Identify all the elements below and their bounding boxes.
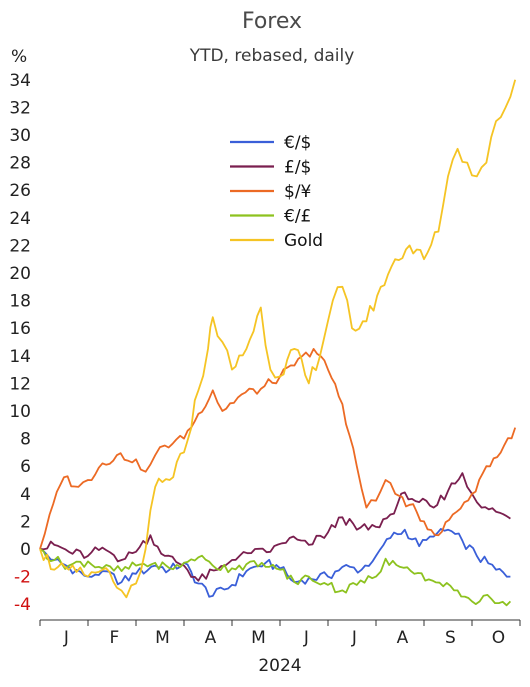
y-tick-label: 2 <box>20 512 31 532</box>
series-line <box>39 472 511 582</box>
y-tick-label: 0 <box>20 540 31 560</box>
y-tick-label: 32 <box>9 98 31 118</box>
x-tick-label: A <box>205 628 217 648</box>
legend-label: €/£ <box>284 207 311 227</box>
y-tick-label: -2 <box>14 568 31 588</box>
y-tick-label: 10 <box>9 402 31 422</box>
y-tick-label: 6 <box>20 457 31 477</box>
y-tick-label: 22 <box>9 236 31 256</box>
x-tick-label: J <box>303 628 309 648</box>
series-line <box>39 528 511 598</box>
y-tick-label: 4 <box>20 485 31 505</box>
x-axis-title: 2024 <box>258 656 301 676</box>
legend-label: Gold <box>284 231 323 251</box>
y-tick-label: 24 <box>9 209 31 229</box>
y-tick-label: 8 <box>20 430 31 450</box>
series-line <box>39 347 517 550</box>
x-tick-label: O <box>492 628 505 648</box>
x-tick-label: J <box>351 628 357 648</box>
series-line <box>39 79 517 599</box>
y-tick-label: 16 <box>9 319 31 339</box>
legend-label: £/$ <box>284 158 311 178</box>
series-line <box>39 548 512 607</box>
y-tick-label: 18 <box>9 292 31 312</box>
y-tick-label: 14 <box>9 347 31 367</box>
y-unit-label: % <box>11 47 27 67</box>
y-tick-label: 30 <box>9 126 31 146</box>
x-tick-label: S <box>445 628 456 648</box>
x-tick-label: A <box>397 628 409 648</box>
y-tick-label: 20 <box>9 264 31 284</box>
legend-label: €/$ <box>284 133 311 153</box>
y-tick-label: -4 <box>14 595 31 615</box>
x-tick-label: F <box>110 628 120 648</box>
x-axis <box>39 619 521 626</box>
x-tick-label: J <box>63 628 69 648</box>
y-tick-label: 34 <box>9 71 31 91</box>
x-tick-label: M <box>251 628 266 648</box>
chart-subtitle: YTD, rebased, daily <box>189 46 355 66</box>
chart-title: Forex <box>242 9 302 34</box>
y-tick-label: 12 <box>9 374 31 394</box>
x-tick-label: M <box>155 628 170 648</box>
series-lines <box>39 79 517 607</box>
legend-label: $/¥ <box>284 182 312 202</box>
y-tick-label: 26 <box>9 181 31 201</box>
y-tick-label: 28 <box>9 154 31 174</box>
legend: €/$ £/$ $/¥ €/£ Gold <box>230 133 323 251</box>
